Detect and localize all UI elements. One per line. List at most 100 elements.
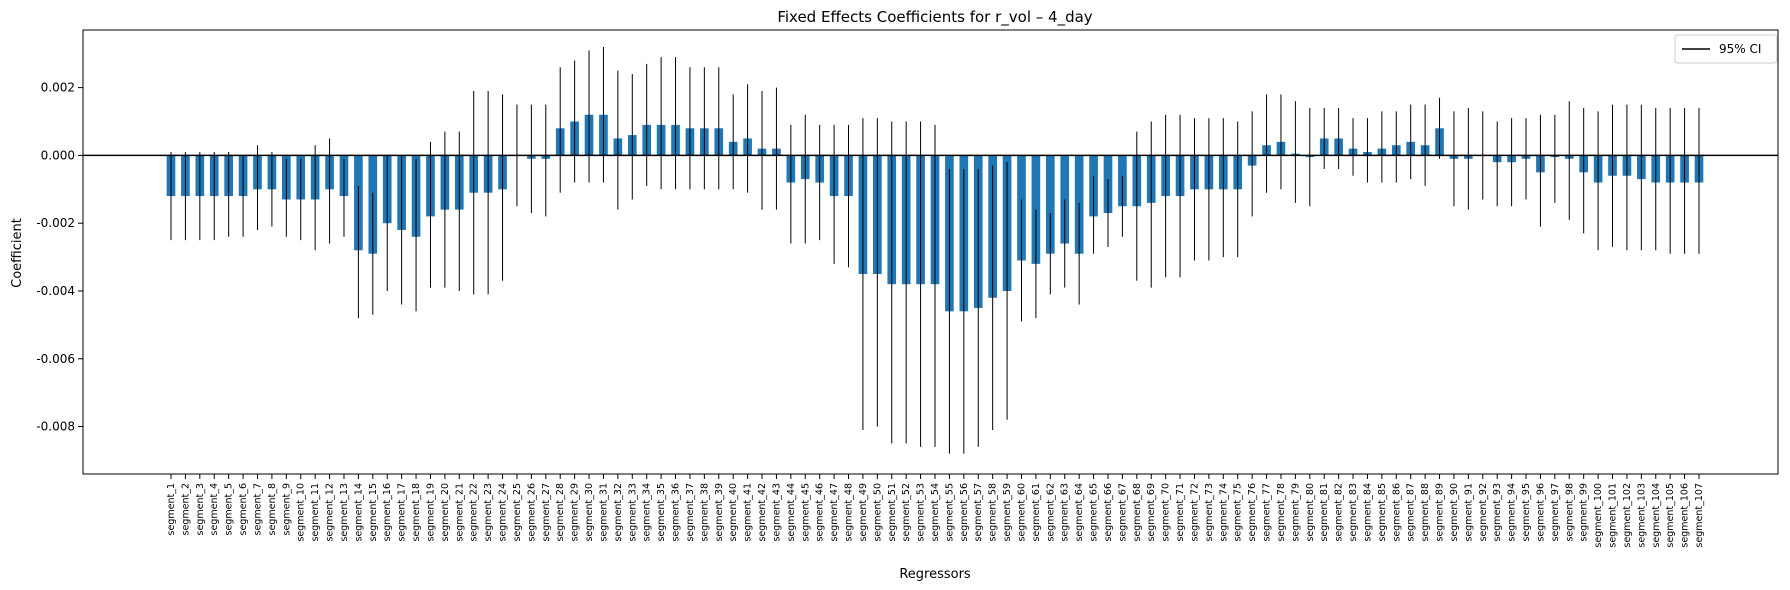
x-tick-label: segment_62 xyxy=(1045,483,1056,542)
plot-area: 0.002 0.000 -0.002 -0.004 -0.006 -0.008 segmen… xyxy=(36,29,1779,548)
y-tick-label: 0.002 xyxy=(41,81,75,95)
x-tick-label: segment_90 xyxy=(1449,483,1460,542)
x-tick-label: segment_24 xyxy=(498,483,509,542)
x-tick-label: segment_92 xyxy=(1478,483,1489,542)
x-tick-label: segment_100 xyxy=(1593,483,1604,548)
x-tick-label: segment_30 xyxy=(584,483,595,542)
x-tick-label: segment_80 xyxy=(1305,483,1316,542)
x-tick-label: segment_39 xyxy=(714,483,725,542)
x-tick-label: segment_73 xyxy=(1204,483,1215,542)
chart-title: Fixed Effects Coefficients for r_vol – 4… xyxy=(777,8,1092,27)
x-tick-label: segment_20 xyxy=(440,483,451,542)
x-tick-label: segment_16 xyxy=(382,483,393,542)
x-tick-label: segment_12 xyxy=(325,483,336,542)
x-tick-label: segment_43 xyxy=(771,483,782,542)
x-tick-label: segment_11 xyxy=(310,483,321,542)
x-tick-label: segment_83 xyxy=(1348,483,1359,542)
x-tick-label: segment_38 xyxy=(699,483,710,542)
x-tick-label: segment_21 xyxy=(454,483,465,542)
plot-frame xyxy=(82,29,1779,475)
x-tick-label: segment_29 xyxy=(570,483,581,542)
x-tick-label: segment_2 xyxy=(180,483,191,535)
x-tick-label: segment_53 xyxy=(916,483,927,542)
x-tick-label: segment_4 xyxy=(209,483,220,535)
x-tick-label: segment_64 xyxy=(1074,483,1085,542)
x-tick-label: segment_67 xyxy=(1117,483,1128,542)
x-tick-label: segment_91 xyxy=(1463,483,1474,542)
x-tick-label: segment_44 xyxy=(786,483,797,542)
x-tick-label: segment_48 xyxy=(844,483,855,542)
x-tick-label: segment_58 xyxy=(988,483,999,542)
x-tick-label: segment_25 xyxy=(512,483,523,542)
x-tick-label: segment_104 xyxy=(1651,483,1662,548)
x-tick-label: segment_36 xyxy=(671,483,682,542)
x-tick-label: segment_63 xyxy=(1060,483,1071,542)
x-tick-label: segment_41 xyxy=(743,483,754,542)
x-tick-label: segment_55 xyxy=(944,483,955,542)
x-tick-label: segment_85 xyxy=(1377,483,1388,542)
x-tick-label: segment_13 xyxy=(339,483,350,542)
x-tick-label: segment_40 xyxy=(728,483,739,542)
x-tick-label: segment_69 xyxy=(1146,483,1157,542)
x-tick-label: segment_1 xyxy=(166,483,177,535)
x-tick-label: segment_78 xyxy=(1276,483,1287,542)
x-tick-label: segment_88 xyxy=(1420,483,1431,542)
x-tick-label: segment_77 xyxy=(1262,483,1273,542)
legend-box xyxy=(1674,34,1778,64)
legend: 95% CI xyxy=(1674,34,1778,64)
x-tick-label: segment_27 xyxy=(541,483,552,542)
x-tick-label: segment_68 xyxy=(1132,483,1143,542)
x-tick-label: segment_57 xyxy=(973,483,984,542)
x-tick-label: segment_94 xyxy=(1507,483,1518,542)
x-tick-label: segment_96 xyxy=(1535,483,1546,542)
x-tick-label: segment_5 xyxy=(224,483,235,535)
x-tick-label: segment_32 xyxy=(613,483,624,542)
x-tick-label: segment_102 xyxy=(1622,483,1633,548)
x-tick-label: segment_65 xyxy=(1089,483,1100,542)
x-tick-label: segment_72 xyxy=(1189,483,1200,542)
x-tick-label: segment_71 xyxy=(1175,483,1186,542)
y-tick-label: -0.008 xyxy=(36,420,75,434)
x-tick-label: segment_66 xyxy=(1103,483,1114,542)
x-tick-label: segment_9 xyxy=(281,483,292,535)
x-tick-label: segment_47 xyxy=(829,483,840,542)
x-tick-label: segment_74 xyxy=(1218,483,1229,542)
x-tick-label: segment_50 xyxy=(872,483,883,542)
legend-label: 95% CI xyxy=(1719,42,1761,56)
y-tick-label: -0.002 xyxy=(36,216,75,230)
x-tick-label: segment_45 xyxy=(800,483,811,542)
x-tick-label: segment_76 xyxy=(1247,483,1258,542)
x-tick-label: segment_3 xyxy=(195,483,206,535)
x-tick-label: segment_75 xyxy=(1233,483,1244,542)
x-tick-label: segment_46 xyxy=(815,483,826,542)
y-tick-label: -0.004 xyxy=(36,284,75,298)
x-tick-label: segment_106 xyxy=(1680,483,1691,548)
x-tick-label: segment_23 xyxy=(483,483,494,542)
x-tick-label: segment_59 xyxy=(1002,483,1013,542)
x-tick-label: segment_103 xyxy=(1636,483,1647,548)
x-tick-label: segment_15 xyxy=(368,483,379,542)
x-tick-label: segment_107 xyxy=(1694,483,1705,548)
x-tick-label: segment_10 xyxy=(296,483,307,542)
x-tick-label: segment_54 xyxy=(930,483,941,542)
x-tick-label: segment_86 xyxy=(1391,483,1402,542)
x-tick-label: segment_56 xyxy=(959,483,970,542)
x-tick-label: segment_82 xyxy=(1334,483,1345,542)
x-tick-label: segment_97 xyxy=(1550,483,1561,542)
x-tick-label: segment_22 xyxy=(469,483,480,542)
x-tick-label: segment_14 xyxy=(353,483,364,542)
x-tick-label: segment_33 xyxy=(627,483,638,542)
x-axis-title: Regressors xyxy=(899,567,971,582)
x-tick-label: segment_95 xyxy=(1521,483,1532,542)
x-tick-label: segment_84 xyxy=(1362,483,1373,542)
y-axis-title: Coefficient xyxy=(10,218,25,288)
x-tick-label: segment_79 xyxy=(1290,483,1301,542)
x-tick-label: segment_101 xyxy=(1608,483,1619,548)
x-tick-label: segment_19 xyxy=(425,483,436,542)
x-tick-label: segment_98 xyxy=(1564,483,1575,542)
x-tick-label: segment_6 xyxy=(238,483,249,535)
x-tick-label: segment_28 xyxy=(555,483,566,542)
x-tick-label: segment_17 xyxy=(397,483,408,542)
x-tick-label: segment_60 xyxy=(1016,483,1027,542)
